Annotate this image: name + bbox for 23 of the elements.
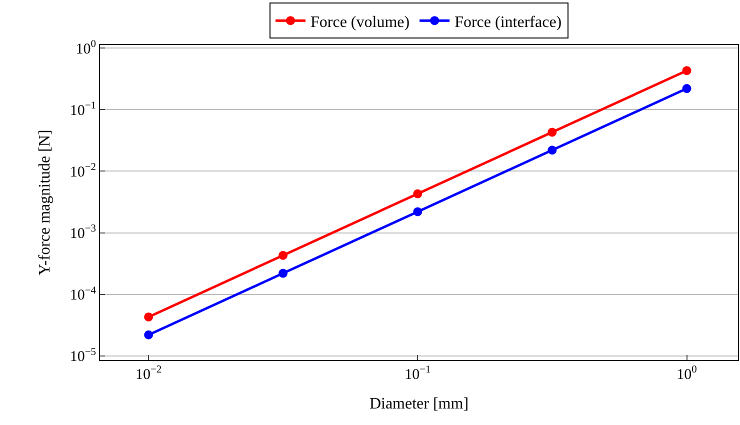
- x-tick-label: 10$^{−1}$: [404, 364, 431, 383]
- point: [278, 250, 288, 260]
- y-axis-title: Y-force magnitude [N]: [36, 130, 54, 276]
- point: [548, 128, 557, 137]
- y-tick-label: 10$^{−4}$: [70, 285, 97, 304]
- point: [413, 207, 422, 216]
- point: [413, 189, 422, 198]
- x-axis-title: Diameter [mm]: [369, 396, 469, 413]
- point: [682, 84, 692, 94]
- legend-label: Force (interface): [454, 14, 562, 31]
- legend-label: Force (volume): [310, 14, 410, 31]
- point: [278, 268, 288, 278]
- y-tick-label: 10$^{0}$: [76, 38, 96, 58]
- x-tick-label: 10$^{0}$: [676, 364, 697, 383]
- y-tick-label: 10$^{−2}$: [70, 162, 96, 180]
- point: [548, 146, 557, 155]
- point: [144, 312, 154, 322]
- point: [682, 66, 692, 76]
- y-tick-label: 10$^{−1}$: [70, 100, 96, 119]
- point: [144, 330, 154, 340]
- y-tick-label: 10$^{−5}$: [70, 346, 96, 366]
- y-tick-label: 10$^{−3}$: [70, 224, 96, 242]
- x-tick-label: 10$^{−2}$: [135, 364, 162, 383]
